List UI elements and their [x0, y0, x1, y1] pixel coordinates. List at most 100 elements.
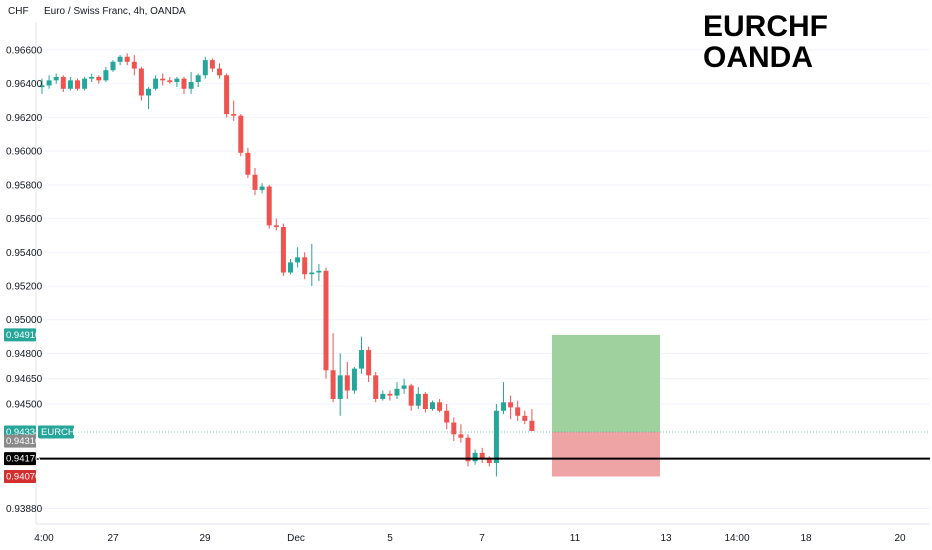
candle-body [529, 420, 535, 431]
x-tick-label: 20 [894, 533, 906, 544]
candle [430, 400, 435, 411]
candle-body [103, 70, 109, 81]
candle-body [501, 402, 506, 411]
candle [224, 73, 230, 118]
watermark-symbol: EURCHF [703, 10, 828, 43]
candle-body [515, 407, 521, 416]
candle [351, 366, 357, 394]
candle-body [245, 152, 251, 175]
price-tag-bg [4, 328, 36, 342]
candle-body [444, 410, 450, 423]
candle [437, 398, 443, 413]
candle-body [153, 78, 159, 89]
candle-body [60, 76, 66, 89]
y-tick-label: 0.94500 [6, 400, 43, 411]
candle-body [217, 68, 222, 76]
price-tag: 0.94310 [4, 434, 40, 448]
candle [344, 361, 350, 399]
candle-body [46, 80, 52, 86]
candle-body [437, 402, 443, 411]
candle-body [202, 60, 208, 76]
x-tick-label: 11 [570, 533, 581, 544]
candle [479, 447, 485, 463]
currency-label: CHF [8, 6, 29, 17]
candle [146, 87, 151, 109]
price-tag: 0.94070 [4, 469, 40, 483]
candle [522, 410, 528, 425]
x-axis[interactable]: 4:00 27 29 Dec 5 7 11 13 14:00 18 20 [34, 523, 930, 544]
y-tick-label: 0.96000 [6, 147, 43, 158]
candle-body [160, 78, 166, 81]
candle [309, 243, 315, 286]
candle-body [82, 78, 88, 89]
candle-body [238, 115, 244, 153]
candle-body [188, 82, 194, 89]
candle-body [394, 388, 400, 396]
candle [401, 378, 407, 394]
y-tick-label: 0.95000 [6, 315, 43, 326]
candle-body [415, 393, 421, 406]
candle-body [479, 452, 485, 458]
candle [330, 333, 336, 403]
y-tick-label: 0.95600 [6, 214, 43, 225]
candle [231, 100, 237, 121]
candle-body [53, 76, 59, 81]
candle-body [295, 257, 301, 263]
candle-body [117, 56, 123, 62]
candle-body [124, 56, 130, 62]
symbol-tag-bg [38, 425, 74, 439]
candle [96, 75, 102, 84]
candle [408, 383, 414, 411]
y-axis[interactable]: 0.96600 0.96400 0.96200 0.96000 0.95800 0.956… [6, 22, 43, 524]
candle [465, 434, 471, 467]
price-tag-label: 0.94310 [6, 436, 40, 447]
candle [280, 223, 286, 276]
candle [82, 76, 88, 91]
candle-body [266, 186, 272, 226]
candle-body [366, 350, 372, 376]
price-tag-label: 0.94910 [6, 330, 40, 341]
candle-body [316, 270, 322, 273]
candle [444, 404, 450, 430]
candle [387, 390, 393, 401]
candle [508, 395, 514, 420]
candle-body [373, 375, 379, 399]
grid [36, 49, 930, 510]
candle [60, 75, 66, 93]
x-tick-label: 27 [107, 533, 119, 544]
candle-body [472, 452, 478, 462]
candle [259, 183, 265, 194]
y-tick-label: 0.96400 [6, 79, 43, 90]
candle [110, 60, 116, 72]
price-tag-label: 0.94334 [6, 427, 40, 438]
x-tick-label: 7 [479, 533, 485, 544]
y-tick-label: 0.94800 [6, 349, 43, 360]
candle [515, 400, 521, 421]
loss-zone[interactable] [552, 431, 660, 477]
x-tick-label: 5 [387, 533, 393, 544]
candle-body [508, 402, 514, 408]
candle [501, 382, 506, 415]
y-tick-label: 0.94650 [6, 374, 43, 385]
position-tool[interactable] [552, 334, 660, 477]
y-tick-label: 0.96600 [6, 46, 43, 57]
y-tick-label: 0.93880 [6, 504, 43, 515]
candle-body [493, 410, 499, 463]
candle-body [380, 393, 386, 399]
candle [39, 78, 45, 94]
candle [160, 73, 166, 86]
price-tag-label: 0.94070 [6, 471, 40, 482]
candle-body [451, 422, 457, 435]
watermark-exchange: OANDA [703, 41, 813, 74]
candle [217, 63, 222, 79]
candle-body [231, 114, 237, 116]
x-tick-label: 4:00 [34, 533, 54, 544]
price-tag: 0.94176 [4, 452, 40, 466]
x-tick-label: 14:00 [724, 533, 749, 544]
candle [188, 71, 194, 94]
profit-zone[interactable] [552, 334, 660, 432]
candle [529, 409, 535, 431]
candle [75, 78, 80, 91]
candle-body [387, 393, 393, 396]
